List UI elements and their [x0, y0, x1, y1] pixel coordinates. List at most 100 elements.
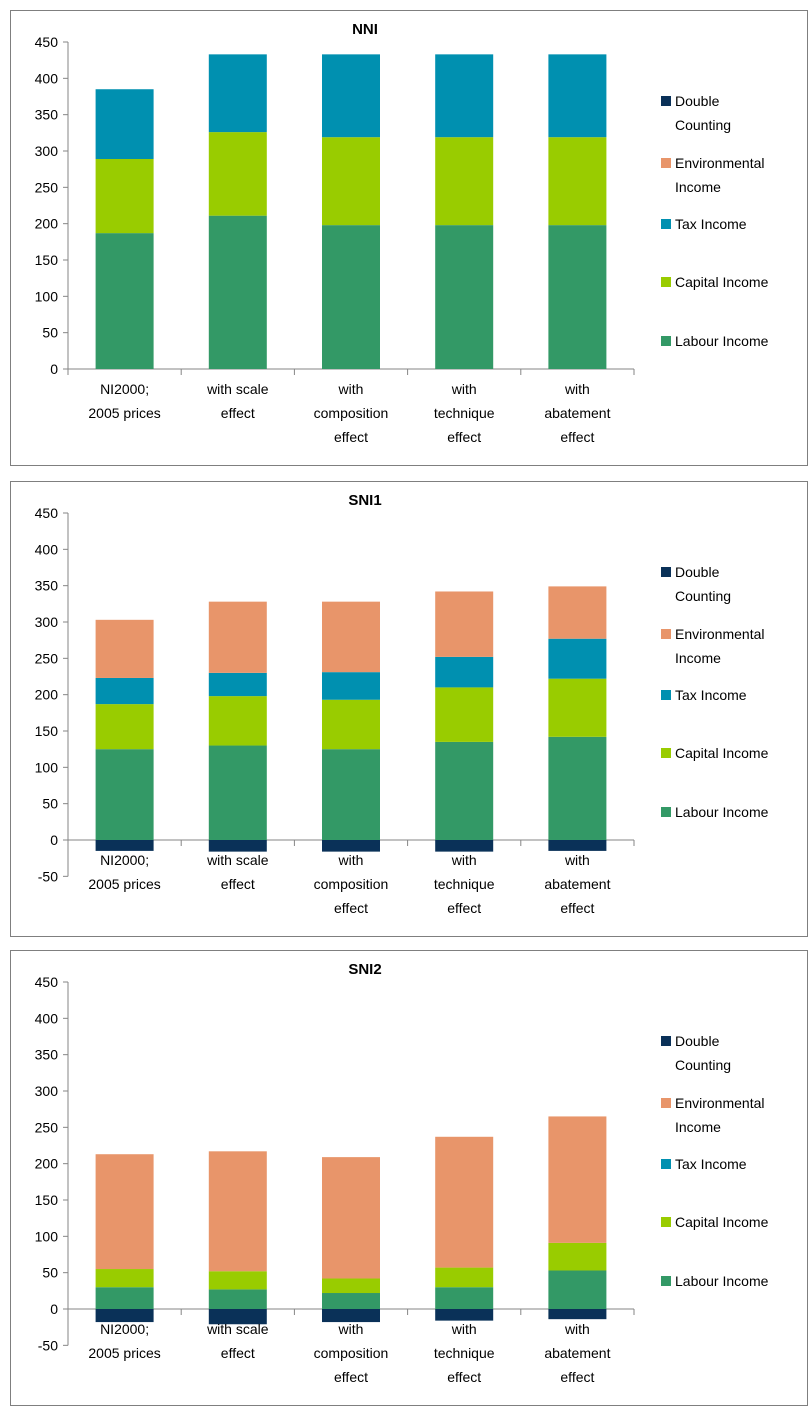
bar-capital-income [208, 696, 267, 746]
chart-panel-sni1: SNI1 -50 0 50 100 150 200 250 300 350 400 450 NI2000… [10, 481, 808, 937]
x-tick-label: 2005 prices [88, 876, 160, 892]
legend-label: Double [675, 1033, 720, 1049]
x-tick-label: with [564, 1321, 590, 1337]
x-tick-label: effect [560, 900, 594, 916]
x-tick-label: effect [560, 1369, 594, 1385]
chart-panel-nni: NNI 0 50 100 150 200 250 300 350 400 450 NI2000; 200… [10, 10, 808, 466]
y-tick-label: 350 [35, 107, 59, 123]
x-tick-label: technique [434, 1345, 495, 1361]
bar-environmental-income [208, 601, 267, 673]
y-tick-label: 150 [35, 252, 59, 268]
legend-label: Labour Income [675, 804, 769, 820]
bar-capital-income [435, 1267, 494, 1288]
bar-tax-income [322, 54, 380, 138]
legend-swatch-tax-income [661, 219, 671, 229]
x-tick-label: effect [334, 900, 368, 916]
x-tick-label: effect [221, 1345, 255, 1361]
y-tick-label: 400 [35, 70, 59, 86]
bar-labour-income [548, 736, 607, 840]
y-tick-label: 0 [50, 1301, 58, 1317]
bar-tax-income [548, 54, 607, 138]
y-tick-label: 400 [35, 541, 59, 557]
legend-label: Double [675, 93, 720, 109]
legend-swatch-double-counting [661, 1036, 671, 1046]
bar-double-counting [322, 1309, 380, 1323]
y-tick-label: 150 [35, 1192, 59, 1208]
legend-swatch-capital-income [661, 277, 671, 287]
bar-labour-income [322, 225, 380, 369]
chart-sni2: SNI2 -50 0 50 100 150 200 250 300 350 400 450 NI2000… [10, 950, 808, 1406]
legend-swatch-double-counting [661, 567, 671, 577]
legend-label: Labour Income [675, 1273, 769, 1289]
y-tick-label: 450 [35, 974, 59, 990]
bar-labour-income [435, 1287, 494, 1309]
x-tick-label: technique [434, 876, 495, 892]
bar-labour-income [322, 1293, 380, 1309]
bar-labour-income [435, 225, 494, 369]
bar-double-counting [95, 840, 154, 851]
x-tick-label: NI2000; [100, 381, 149, 397]
legend-swatch-capital-income [661, 1217, 671, 1227]
x-tick-label: with [338, 381, 364, 397]
chart-title: NNI [352, 21, 378, 38]
legend-label: Capital Income [675, 274, 769, 290]
bar-capital-income [95, 158, 154, 234]
legend-label: Income [675, 179, 721, 195]
bar-double-counting [435, 1309, 494, 1321]
x-tick-label: effect [334, 1369, 368, 1385]
x-tick-label: with scale [206, 381, 269, 397]
legend-label: Labour Income [675, 333, 769, 349]
bar-labour-income [322, 749, 380, 840]
bar-double-counting [435, 840, 494, 852]
x-tick-label: technique [434, 405, 495, 421]
bar-environmental-income [435, 591, 494, 657]
legend-swatch-capital-income [661, 748, 671, 758]
chart-title: SNI2 [348, 961, 381, 978]
x-tick-label: with [451, 852, 477, 868]
bar-labour-income [95, 233, 154, 369]
legend-label: Double [675, 564, 720, 580]
x-tick-label: NI2000; [100, 852, 149, 868]
y-tick-label: 150 [35, 723, 59, 739]
bar-tax-income [208, 672, 267, 697]
legend-swatch-environmental-income [661, 629, 671, 639]
legend-label: Tax Income [675, 1156, 747, 1172]
x-tick-label: with [338, 852, 364, 868]
legend-label: Counting [675, 117, 731, 133]
chart-title: SNI1 [348, 492, 381, 509]
x-tick-label: with [564, 852, 590, 868]
legend-label: Environmental [675, 626, 765, 642]
x-tick-label: effect [221, 405, 255, 421]
legend-swatch-tax-income [661, 1159, 671, 1169]
y-tick-label: -50 [38, 1337, 58, 1353]
bar-tax-income [435, 54, 494, 138]
y-tick-label: 200 [35, 1156, 59, 1172]
x-tick-label: with [338, 1321, 364, 1337]
bar-capital-income [322, 1278, 380, 1294]
y-tick-label: -50 [38, 868, 58, 884]
legend-label: Income [675, 650, 721, 666]
bar-environmental-income [548, 586, 607, 639]
legend-label: Capital Income [675, 1214, 769, 1230]
bar-tax-income [208, 54, 267, 133]
bar-labour-income [208, 215, 267, 369]
bar-double-counting [548, 1309, 607, 1320]
bar-double-counting [322, 840, 380, 852]
legend-label: Environmental [675, 1095, 765, 1111]
y-tick-label: 350 [35, 578, 59, 594]
y-tick-label: 350 [35, 1047, 59, 1063]
x-tick-label: with [451, 381, 477, 397]
bar-double-counting [208, 1309, 267, 1325]
chart-panel-sni2: SNI2 -50 0 50 100 150 200 250 300 350 400 450 NI2000… [10, 950, 808, 1406]
legend-label: Tax Income [675, 687, 747, 703]
y-tick-label: 250 [35, 1119, 59, 1135]
bar-environmental-income [95, 619, 154, 678]
x-tick-label: composition [314, 405, 389, 421]
x-tick-label: with scale [206, 1321, 269, 1337]
x-tick-label: effect [334, 429, 368, 445]
x-tick-label: with [451, 1321, 477, 1337]
legend-swatch-environmental-income [661, 158, 671, 168]
y-tick-label: 400 [35, 1010, 59, 1026]
legend-label: Income [675, 1119, 721, 1135]
bar-environmental-income [322, 1157, 380, 1279]
